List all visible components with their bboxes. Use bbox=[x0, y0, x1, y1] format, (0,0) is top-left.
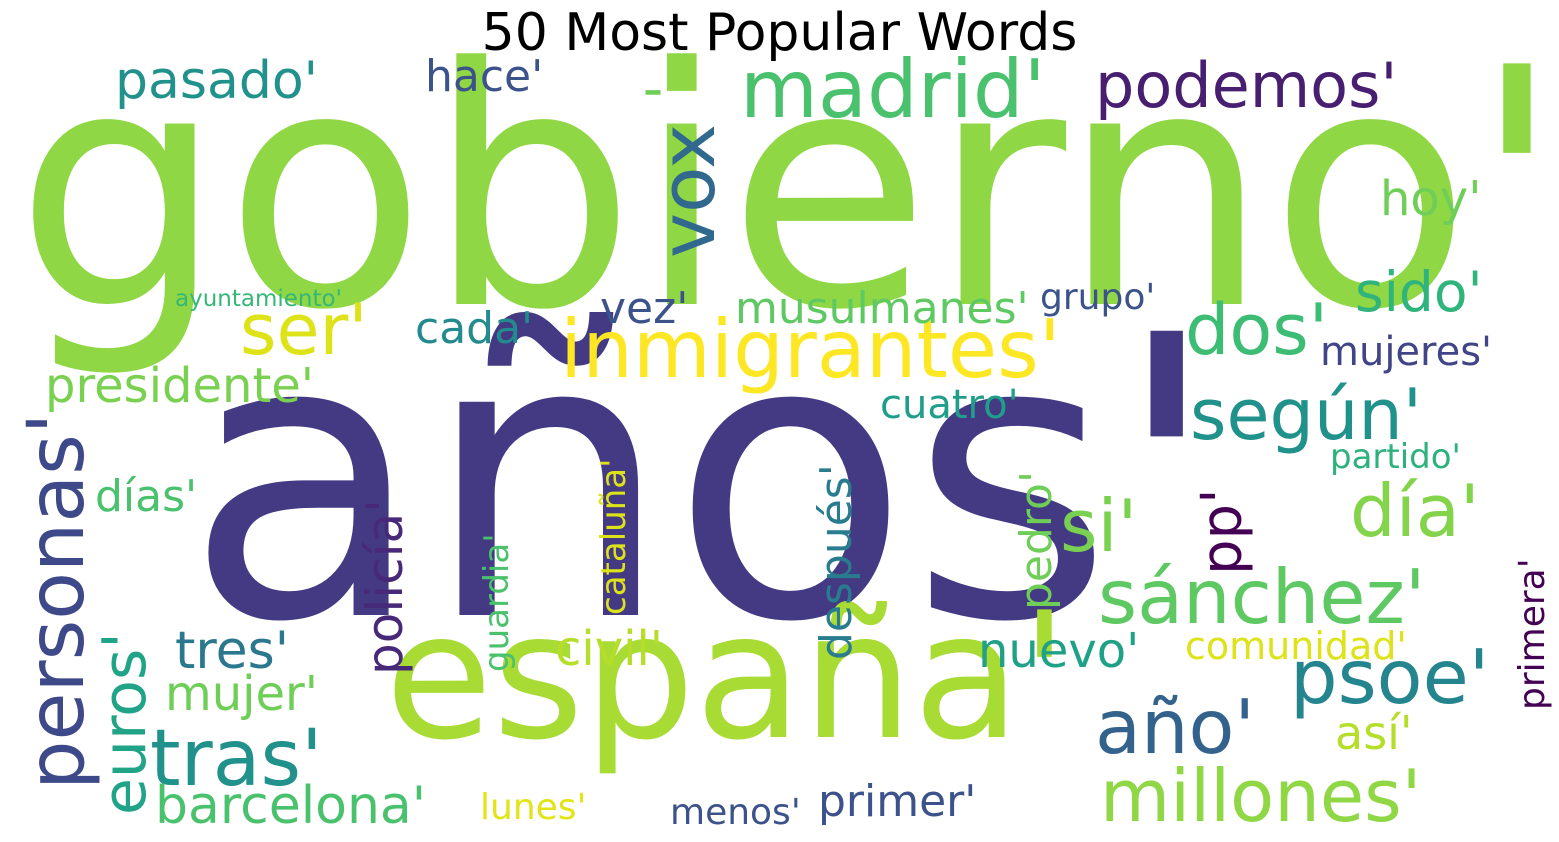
word-dia: día' bbox=[1350, 469, 1480, 553]
word-sido: sido' bbox=[1355, 260, 1483, 324]
word-ser: ser' bbox=[240, 289, 368, 371]
word-comunidad: comunidad' bbox=[1185, 624, 1407, 668]
word-segun: según' bbox=[1190, 374, 1422, 456]
word-hoy: hoy' bbox=[1380, 171, 1482, 227]
word-dias: días' bbox=[95, 471, 198, 522]
word-tras: tras' bbox=[150, 714, 323, 804]
word-gobierno: gobierno' bbox=[15, 0, 1559, 382]
word-podemos: podemos' bbox=[1095, 49, 1398, 122]
word-policia: policía' bbox=[356, 499, 414, 675]
word-cuatro: cuatro' bbox=[880, 382, 1019, 428]
word-menos: menos' bbox=[670, 792, 801, 833]
word-pedro: pedro' bbox=[1011, 470, 1062, 610]
word-millones: millones' bbox=[1100, 754, 1422, 838]
word-musulmanes: musulmanes' bbox=[735, 283, 1029, 334]
word-civil: civil' bbox=[555, 621, 663, 677]
word-espana: españa' bbox=[385, 576, 1069, 779]
word-personas: personas' bbox=[12, 412, 102, 790]
word-pasado: pasado' bbox=[115, 51, 318, 111]
word-hace: hace' bbox=[425, 51, 544, 102]
word-ano: año' bbox=[1095, 683, 1255, 771]
word-guardia: guardia' bbox=[477, 533, 517, 672]
word-primera: primera' bbox=[1512, 558, 1553, 710]
word-partido: partido' bbox=[1330, 437, 1461, 477]
word-cada: cada' bbox=[415, 303, 534, 354]
word-anos: años' bbox=[185, 253, 1221, 707]
word-dos: dos' bbox=[1185, 289, 1328, 371]
word-grupo: grupo' bbox=[1040, 277, 1156, 318]
word-apostrophe: ' bbox=[635, 84, 699, 100]
word-asi: así' bbox=[1335, 706, 1413, 760]
word-presidente: presidente' bbox=[45, 358, 314, 414]
word-primer: primer' bbox=[818, 776, 977, 827]
chart-title: 50 Most Popular Words bbox=[481, 3, 1078, 63]
word-vez: vez' bbox=[600, 283, 689, 334]
word-lunes: lunes' bbox=[480, 787, 587, 828]
word-ayuntamiento: ayuntamiento' bbox=[175, 286, 342, 312]
word-mujeres: mujeres' bbox=[1320, 329, 1493, 375]
word-tres: tres' bbox=[175, 621, 290, 681]
word-psoe: psoe' bbox=[1290, 633, 1490, 721]
word-despues: después' bbox=[811, 464, 862, 660]
word-barcelona: barcelona' bbox=[155, 776, 427, 836]
word-nuevo: nuevo' bbox=[978, 623, 1140, 679]
word-vox: vox bbox=[643, 123, 732, 258]
word-si: si' bbox=[1060, 484, 1138, 568]
word-madrid: madrid' bbox=[740, 43, 1046, 136]
word-euros: euros' bbox=[90, 632, 160, 815]
word-mujer: mujer' bbox=[165, 666, 318, 722]
word-cataluna: cataluña' bbox=[594, 458, 634, 615]
word-sanchez: sánchez' bbox=[1098, 553, 1426, 641]
word-inmigrantes: inmigrantes' bbox=[560, 303, 1061, 396]
